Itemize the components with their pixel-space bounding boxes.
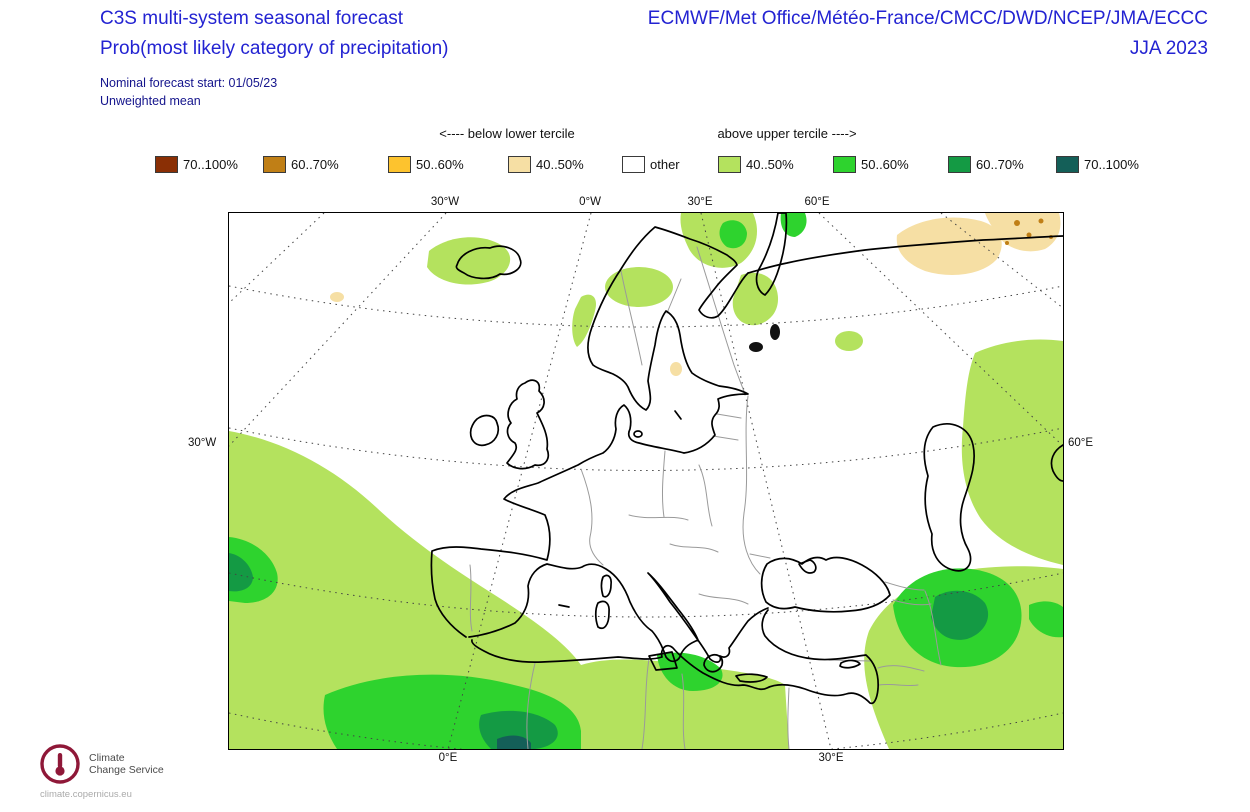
axis-label-top-0w: 0°W bbox=[579, 196, 601, 208]
forecast-season: JJA 2023 bbox=[1129, 38, 1208, 59]
legend-label: 50..60% bbox=[416, 157, 464, 172]
probability-patches bbox=[229, 213, 1063, 749]
page-title-line1: C3S multi-system seasonal forecast bbox=[100, 8, 404, 29]
logo-name-line2: Change Service bbox=[89, 764, 164, 776]
legend-label: other bbox=[650, 157, 680, 172]
legend-swatch-above-70-100 bbox=[1056, 156, 1079, 173]
coastlines bbox=[430, 213, 1063, 705]
legend-item-above-50-60: 50..60% bbox=[833, 156, 909, 173]
legend-label: 40..50% bbox=[746, 157, 794, 172]
axis-label-top-60e: 60°E bbox=[804, 196, 830, 208]
legend-item-above-40-50: 40..50% bbox=[718, 156, 794, 173]
europe-precipitation-map bbox=[229, 213, 1063, 749]
legend-swatch-above-60-70 bbox=[948, 156, 971, 173]
logo-name-line1: Climate bbox=[89, 752, 125, 764]
axis-label-bottom-30e: 30°E bbox=[818, 752, 844, 764]
legend-item-below-60-70: 60..70% bbox=[263, 156, 339, 173]
forecast-start-date: Nominal forecast start: 01/05/23 bbox=[100, 76, 278, 90]
legend-item-below-50-60: 50..60% bbox=[388, 156, 464, 173]
lakes bbox=[749, 324, 780, 352]
legend-swatch-below-40-50 bbox=[508, 156, 531, 173]
legend-label: 60..70% bbox=[976, 157, 1024, 172]
legend-item-below-40-50: 40..50% bbox=[508, 156, 584, 173]
forecast-centers: ECMWF/Met Office/Météo-France/CMCC/DWD/N… bbox=[647, 8, 1208, 29]
axis-label-top-30w: 30°W bbox=[430, 196, 460, 208]
legend-swatch-below-70-100 bbox=[155, 156, 178, 173]
legend-label: 40..50% bbox=[536, 157, 584, 172]
legend-below-header: <---- below lower tercile bbox=[439, 126, 575, 141]
legend-item-above-60-70: 60..70% bbox=[948, 156, 1024, 173]
legend-swatch-below-60-70 bbox=[263, 156, 286, 173]
graticule-lines bbox=[229, 213, 1063, 749]
legend-above-header: above upper tercile ----> bbox=[717, 126, 857, 141]
climate-change-service-icon bbox=[40, 744, 80, 784]
logo-url: climate.copernicus.eu bbox=[40, 789, 132, 800]
legend-item-below-70-100: 70..100% bbox=[155, 156, 238, 173]
axis-label-right-60e: 60°E bbox=[1068, 437, 1094, 449]
legend-label: 50..60% bbox=[861, 157, 909, 172]
legend-swatch-above-40-50 bbox=[718, 156, 741, 173]
legend-swatch-above-50-60 bbox=[833, 156, 856, 173]
map-frame bbox=[228, 212, 1064, 750]
legend-label: 70..100% bbox=[183, 157, 238, 172]
axis-label-top-30e: 30°E bbox=[687, 196, 713, 208]
page-title-line2: Prob(most likely category of precipitati… bbox=[100, 38, 449, 59]
axis-label-bottom-0e: 0°E bbox=[438, 752, 458, 764]
axis-label-left-30w: 30°W bbox=[188, 437, 217, 449]
legend-item-other: other bbox=[622, 156, 680, 173]
legend-item-above-70-100: 70..100% bbox=[1056, 156, 1139, 173]
method-label: Unweighted mean bbox=[100, 94, 201, 108]
legend-label: 70..100% bbox=[1084, 157, 1139, 172]
legend-label: 60..70% bbox=[291, 157, 339, 172]
legend-swatch-other bbox=[622, 156, 645, 173]
copernicus-logo: Climate Change Service bbox=[38, 742, 164, 786]
legend-swatch-below-50-60 bbox=[388, 156, 411, 173]
